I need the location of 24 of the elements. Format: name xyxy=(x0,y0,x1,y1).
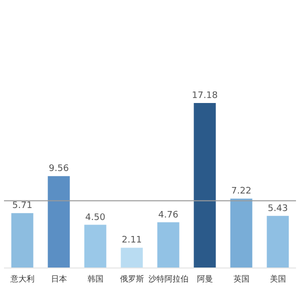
data-label: 4.50 xyxy=(85,212,106,223)
data-label: 5.43 xyxy=(268,204,288,214)
x-tick-label: 沙特阿拉伯 xyxy=(148,274,188,284)
x-tick-label: 英国 xyxy=(233,274,250,284)
bar xyxy=(194,103,216,268)
x-tick-label: 意大利 xyxy=(9,274,34,284)
data-label: 7.22 xyxy=(231,186,252,197)
x-tick-label: 韩国 xyxy=(87,274,104,284)
data-label: 4.76 xyxy=(158,210,179,220)
bar xyxy=(120,248,143,268)
bar xyxy=(48,176,70,268)
bar xyxy=(11,213,34,268)
data-label: 9.56 xyxy=(48,164,70,174)
bar xyxy=(84,224,106,268)
x-tick-label: 美国 xyxy=(270,274,286,284)
bar xyxy=(157,222,180,268)
data-label: 2.11 xyxy=(122,236,142,246)
bar xyxy=(230,198,252,268)
data-label: 17.18 xyxy=(192,91,218,101)
x-tick-label: 日本 xyxy=(50,274,67,284)
bar xyxy=(266,216,289,268)
x-tick-label: 阿曼 xyxy=(196,274,213,284)
x-tick-label: 俄罗斯 xyxy=(120,274,144,284)
data-label: 5.71 xyxy=(12,201,32,212)
